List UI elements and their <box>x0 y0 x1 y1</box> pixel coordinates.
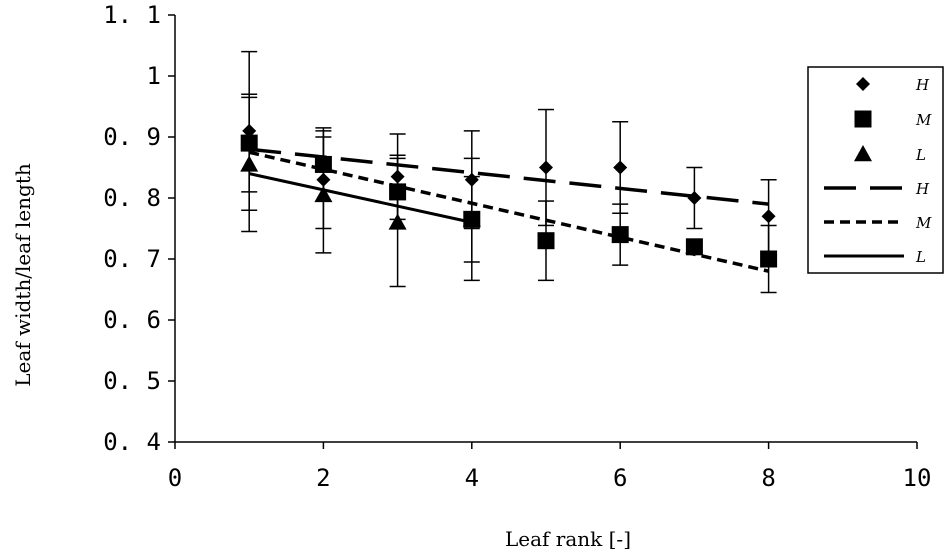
point-M <box>314 155 332 173</box>
point-L <box>240 155 259 172</box>
legend-marker-H <box>856 77 870 91</box>
x-tick-label: 4 <box>465 464 479 492</box>
point-H <box>761 209 776 224</box>
point-H <box>316 172 331 187</box>
legend-label: H <box>915 76 930 94</box>
x-tick-label: 8 <box>761 464 775 492</box>
y-axis-title: Leaf width/leaf length <box>11 163 35 387</box>
legend-marker-L <box>854 145 872 162</box>
trendline-L <box>248 172 473 224</box>
x-tick-label: 2 <box>316 464 330 492</box>
point-H <box>390 169 405 184</box>
trendline-H <box>249 147 769 206</box>
y-tick-label: 0. 9 <box>103 123 161 151</box>
y-tick-label: 0. 8 <box>103 184 161 212</box>
x-tick-label: 10 <box>903 464 932 492</box>
y-tick-label: 0. 5 <box>103 367 161 395</box>
legend-label: L <box>915 248 926 266</box>
x-tick-label: 0 <box>168 464 182 492</box>
y-tick-label: 1. 1 <box>103 1 161 29</box>
y-tick-label: 0. 4 <box>103 428 161 456</box>
legend-label: M <box>915 111 932 129</box>
axes: 0. 4 0. 5 0. 6 0. 7 0. 8 0. 9 1 1. 1 0 2 4 6 8 10 <box>103 1 931 492</box>
point-M <box>685 238 703 256</box>
point-H <box>613 160 628 175</box>
point-L <box>388 213 407 230</box>
point-M <box>240 134 258 152</box>
point-H <box>539 160 553 175</box>
point-H <box>242 123 257 138</box>
x-axis-title: Leaf rank [-] <box>505 527 631 551</box>
point-H <box>464 172 479 187</box>
point-M <box>537 232 555 250</box>
legend-box <box>807 66 944 274</box>
plot-marks <box>240 50 778 294</box>
point-L <box>314 185 333 203</box>
point-M <box>389 183 407 201</box>
trendline-M <box>248 150 769 273</box>
legend-label: L <box>915 146 926 164</box>
legend-marker-M <box>854 110 872 128</box>
point-M <box>611 226 629 244</box>
point-H <box>687 191 702 205</box>
point-L <box>462 210 481 227</box>
y-tick-label: 0. 6 <box>103 306 161 334</box>
y-tick-label: 1 <box>147 62 161 90</box>
y-tick-label: 0. 7 <box>103 245 161 273</box>
x-tick-label: 6 <box>613 464 627 492</box>
legend-label: M <box>915 214 932 232</box>
point-M <box>760 250 778 268</box>
legend-label: H <box>915 180 930 198</box>
